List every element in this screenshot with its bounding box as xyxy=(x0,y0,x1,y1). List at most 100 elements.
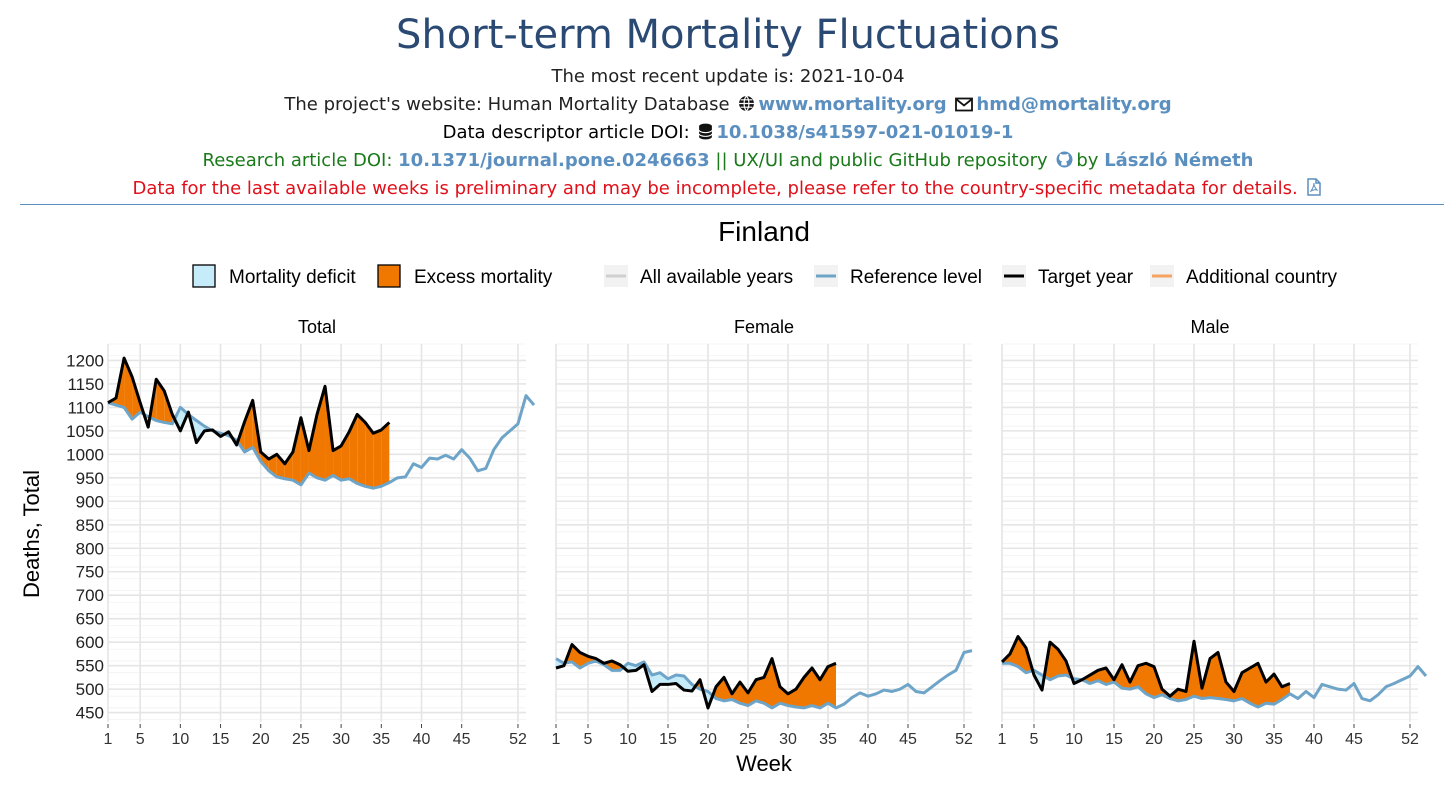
y-tick-label: 600 xyxy=(76,633,104,652)
x-tick-label: 5 xyxy=(584,731,593,748)
x-tick-label: 40 xyxy=(859,731,877,748)
excess-area xyxy=(244,400,253,452)
excess-area xyxy=(748,679,756,706)
legend-label: Reference level xyxy=(850,267,982,288)
x-tick-label: 52 xyxy=(955,731,973,748)
excess-area xyxy=(373,429,382,489)
excess-area xyxy=(1050,642,1058,680)
x-tick-label: 25 xyxy=(292,731,310,748)
x-tick-label: 5 xyxy=(136,731,145,748)
x-tick-label: 40 xyxy=(1305,731,1323,748)
excess-area xyxy=(333,445,342,481)
legend-item: Reference level xyxy=(814,265,982,288)
panel-title: Male xyxy=(1190,317,1229,337)
x-tick-label: 10 xyxy=(171,731,189,748)
excess-area xyxy=(1258,663,1266,707)
y-axis-label: Deaths, Total xyxy=(19,470,44,598)
reference-level-line xyxy=(107,394,536,490)
research-doi-link[interactable]: 10.1371/journal.pone.0246663 xyxy=(398,150,710,171)
descriptor-prefix: Data descriptor article DOI: xyxy=(442,122,690,143)
x-tick-label: 52 xyxy=(1401,731,1419,748)
email-link[interactable]: hmd@mortality.org xyxy=(976,94,1172,115)
y-tick-label: 850 xyxy=(76,516,104,535)
legend-item: Additional country xyxy=(1150,265,1338,288)
y-tick-label: 500 xyxy=(76,680,104,699)
excess-area xyxy=(1242,668,1250,704)
x-axis-label: Week xyxy=(736,751,793,776)
excess-area xyxy=(756,677,764,704)
website-link[interactable]: www.mortality.org xyxy=(758,94,947,115)
legend-item: Excess mortality xyxy=(377,264,553,288)
pdf-file-icon[interactable] xyxy=(1306,178,1321,201)
y-tick-label: 1200 xyxy=(66,351,104,370)
globe-icon xyxy=(738,95,755,117)
excess-area xyxy=(796,677,804,708)
research-prefix: Research article DOI: xyxy=(202,150,393,171)
x-tick-label: 45 xyxy=(453,731,471,748)
excess-area xyxy=(804,668,812,708)
excess-area xyxy=(300,417,309,485)
descriptor-doi-link[interactable]: 10.1038/s41597-021-01019-1 xyxy=(716,122,1014,143)
excess-area xyxy=(260,452,269,471)
preliminary-warning: Data for the last available weeks is pre… xyxy=(0,178,1456,201)
page-title: Short-term Mortality Fluctuations xyxy=(396,12,1060,58)
excess-area xyxy=(357,414,366,487)
research-by: by xyxy=(1076,150,1099,171)
legend-label: All available years xyxy=(640,267,793,288)
github-icon[interactable] xyxy=(1056,151,1073,173)
y-tick-label: 900 xyxy=(76,492,104,511)
y-tick-label: 1000 xyxy=(66,445,104,464)
legend-label: Mortality deficit xyxy=(229,267,356,288)
y-tick-label: 1150 xyxy=(67,375,104,394)
excess-area xyxy=(1210,652,1218,699)
target-year-line xyxy=(555,643,837,710)
x-tick-label: 25 xyxy=(739,731,757,748)
x-tick-label: 30 xyxy=(1225,731,1243,748)
panel-title: Total xyxy=(298,317,336,337)
mortality-chart: Finland Mortality deficit Excess mortalit… xyxy=(19,216,1428,776)
excess-area xyxy=(365,422,374,489)
deficit-area xyxy=(676,675,684,691)
excess-area xyxy=(381,422,390,487)
x-tick-label: 35 xyxy=(372,731,390,748)
legend-key-fill xyxy=(192,264,216,288)
header-divider xyxy=(20,204,1444,205)
excess-area-group xyxy=(556,644,836,708)
excess-area xyxy=(1250,663,1258,707)
envelope-icon xyxy=(955,96,974,117)
y-tick-label: 450 xyxy=(76,704,104,723)
x-tick-label: 30 xyxy=(779,731,797,748)
website-line: The project's website: Human Mortality D… xyxy=(0,94,1456,117)
x-tick-label: 25 xyxy=(1185,731,1203,748)
chart-legend: Mortality deficit Excess mortality All ava… xyxy=(192,264,1338,288)
excess-area xyxy=(740,682,748,706)
legend-item: Target year xyxy=(1002,265,1134,288)
excess-area xyxy=(276,454,285,479)
legend-label: Additional country xyxy=(1186,267,1338,288)
x-tick-label: 15 xyxy=(212,731,230,748)
x-tick-label: 15 xyxy=(659,731,677,748)
excess-area xyxy=(1274,674,1282,705)
x-tick-label: 1 xyxy=(104,731,113,748)
excess-area xyxy=(780,686,788,706)
research-line: Research article DOI: 10.1371/journal.po… xyxy=(0,150,1456,173)
target-year-line xyxy=(1000,635,1291,698)
author-link[interactable]: László Németh xyxy=(1104,150,1254,171)
y-tick-label: 1050 xyxy=(66,422,104,441)
x-tick-label: 35 xyxy=(1265,731,1283,748)
legend-key-fill xyxy=(377,264,401,288)
excess-area xyxy=(1058,649,1066,676)
excess-area xyxy=(1138,663,1146,694)
x-tick-label: 30 xyxy=(332,731,350,748)
reference-level-line xyxy=(555,649,973,710)
legend-item: Mortality deficit xyxy=(192,264,356,288)
y-tick-label: 1100 xyxy=(67,398,104,417)
x-tick-label: 40 xyxy=(413,731,431,748)
descriptor-line: Data descriptor article DOI: 10.1038/s41… xyxy=(0,122,1456,145)
legend-item: All available years xyxy=(604,265,793,288)
warning-text: Data for the last available weeks is pre… xyxy=(132,178,1298,199)
target-year-line xyxy=(107,356,391,466)
grid-lines xyxy=(1001,343,1418,722)
grid-lines xyxy=(107,343,526,722)
